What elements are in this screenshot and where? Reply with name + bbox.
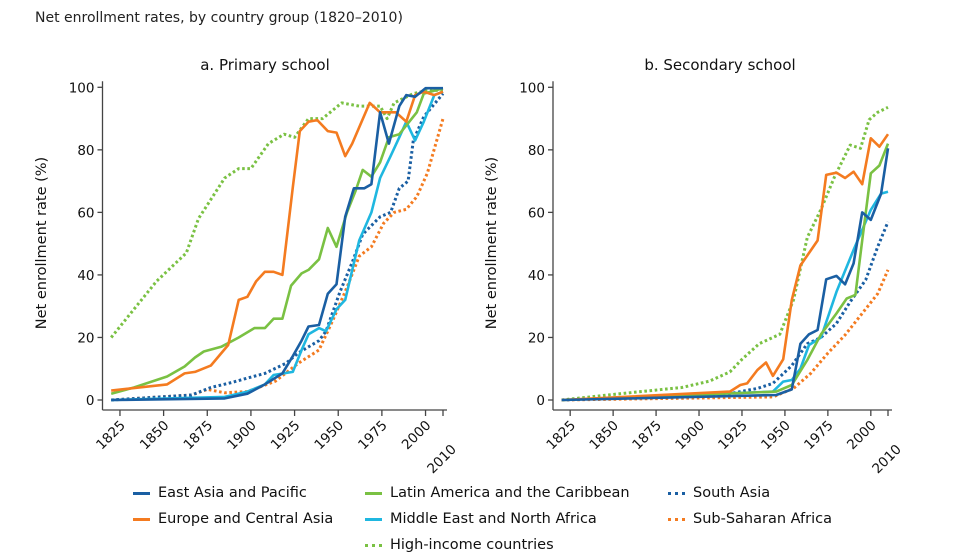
legend-swatch-icon — [668, 491, 685, 495]
x-tick-label: 1850 — [137, 418, 173, 454]
series-line-europe-and-central-asia — [561, 133, 890, 402]
series-line-latin-america-and-the-caribbean — [561, 143, 890, 402]
series-line-latin-america-and-the-caribbean — [110, 86, 444, 395]
y-tick-label: 80 — [528, 143, 545, 159]
series-line-south-asia — [561, 221, 890, 402]
legend-item: High-income countries — [365, 535, 554, 555]
legend-label: South Asia — [693, 485, 771, 501]
y-axis-label: Net enrollment rate (%) — [34, 157, 50, 329]
chart-panel-secondary: b. Secondary school Net enrollment rate (… — [484, 56, 905, 477]
x-tick-label: 1825 — [93, 418, 129, 454]
figure-title: Net enrollment rates, by country group (… — [35, 10, 403, 26]
legend-swatch-icon — [133, 491, 150, 495]
series-line-europe-and-central-asia — [111, 90, 444, 392]
series-line-high-income-countries — [561, 105, 889, 402]
legend-label: High-income countries — [390, 537, 554, 553]
series-line-sub-saharan-africa — [561, 269, 890, 402]
series-line-high-income-countries — [110, 88, 443, 339]
legend-item: Sub-Saharan Africa — [668, 509, 832, 529]
x-tick-label: 1925 — [715, 418, 751, 454]
x-tick-label: 1950 — [758, 418, 794, 454]
y-axis-label: Net enrollment rate (%) — [484, 157, 500, 329]
x-tick-label: 1950 — [311, 418, 347, 454]
x-tick-label: 1875 — [629, 418, 665, 454]
y-tick-label: 80 — [77, 143, 94, 159]
legend-label: Europe and Central Asia — [158, 511, 334, 527]
legend-label: East Asia and Pacific — [158, 485, 307, 501]
x-tick-label: 2000 — [844, 418, 880, 454]
x-tick-label: 2000 — [399, 418, 435, 454]
x-tick-label: 2010 — [869, 442, 905, 478]
legend-item: Europe and Central Asia — [133, 509, 333, 529]
y-tick-label: 20 — [528, 330, 545, 346]
series-line-south-asia — [111, 92, 445, 402]
series-line-sub-saharan-africa — [111, 118, 445, 402]
legend-swatch-icon — [668, 517, 685, 521]
x-tick-label: 2010 — [424, 442, 460, 478]
y-tick-label: 40 — [77, 268, 94, 284]
x-tick-label: 1850 — [586, 418, 622, 454]
chart-title: a. Primary school — [200, 56, 330, 74]
chart-panel-primary: a. Primary school Net enrollment rate (%)… — [34, 56, 460, 477]
y-tick-label: 0 — [86, 393, 95, 409]
legend-swatch-icon — [365, 491, 382, 495]
chart-title: b. Secondary school — [644, 56, 795, 74]
legend-item: Middle East and North Africa — [365, 509, 597, 529]
y-tick-label: 20 — [77, 330, 94, 346]
x-tick-label: 1975 — [355, 418, 391, 454]
y-tick-label: 100 — [519, 80, 545, 96]
legend-label: Sub-Saharan Africa — [693, 511, 832, 527]
y-tick-label: 60 — [528, 205, 545, 221]
x-tick-label: 1925 — [268, 418, 304, 454]
legend-swatch-icon — [133, 517, 150, 521]
legend-swatch-icon — [365, 543, 382, 547]
x-tick-label: 1875 — [180, 418, 216, 454]
y-tick-label: 40 — [528, 268, 545, 284]
legend-label: Latin America and the Caribbean — [390, 485, 630, 501]
legend-swatch-icon — [365, 517, 382, 521]
series-line-middle-east-and-north-africa — [111, 90, 444, 402]
series-line-middle-east-and-north-africa — [561, 190, 889, 402]
legend-item: East Asia and Pacific — [133, 483, 307, 503]
x-tick-label: 1900 — [672, 418, 708, 454]
y-tick-label: 0 — [536, 393, 545, 409]
y-tick-label: 60 — [77, 205, 94, 221]
legend-item: South Asia — [668, 483, 770, 503]
legend-label: Middle East and North Africa — [390, 511, 597, 527]
y-tick-label: 100 — [69, 80, 95, 96]
series-line-east-asia-and-pacific — [111, 86, 443, 402]
legend-item: Latin America and the Caribbean — [365, 483, 630, 503]
series-line-east-asia-and-pacific — [561, 148, 890, 402]
x-tick-label: 1900 — [224, 418, 260, 454]
x-tick-label: 1825 — [543, 418, 579, 454]
x-tick-label: 1975 — [801, 418, 837, 454]
